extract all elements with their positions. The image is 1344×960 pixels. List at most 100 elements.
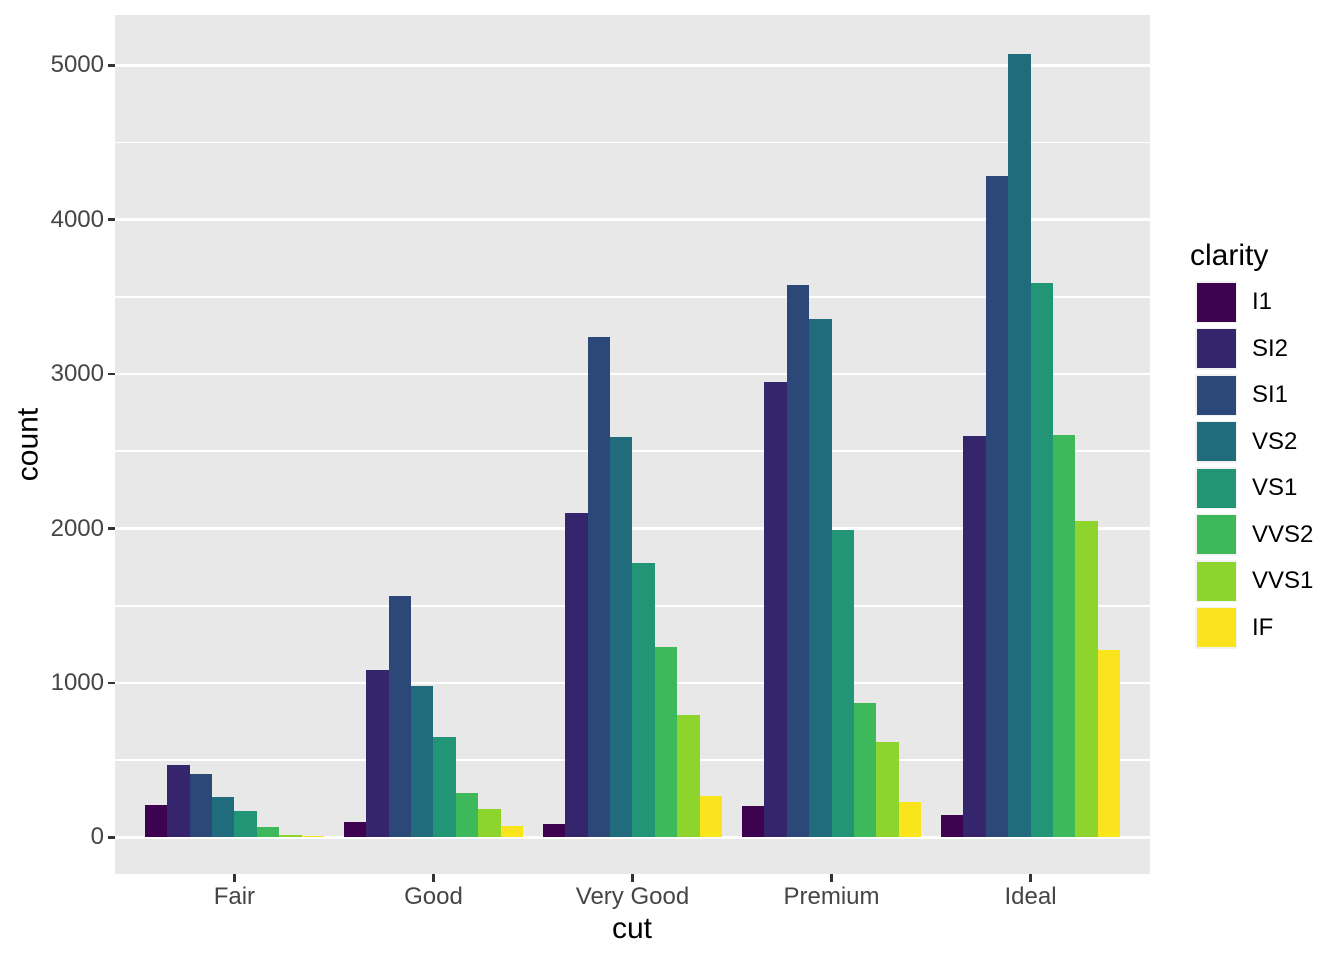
legend-key — [1195, 327, 1237, 370]
bar-ideal-vvs2 — [1052, 434, 1076, 838]
legend-label: SI1 — [1252, 381, 1289, 408]
bar-very-good-vs1 — [632, 563, 655, 838]
x-axis-title: cut — [611, 912, 653, 945]
y-tick-mark — [108, 218, 115, 222]
x-tick-label: Very Good — [575, 883, 690, 910]
bar-very-good-vvs1 — [677, 715, 700, 838]
legend-key — [1195, 513, 1237, 556]
bar-very-good-if — [699, 795, 723, 838]
gridline-major — [115, 527, 1150, 530]
legend-key — [1195, 560, 1237, 602]
legend: clarity I1 SI2 SI1 VS2 VS1 VVS2 VVS1 IF — [1190, 238, 1340, 653]
legend-key — [1195, 281, 1237, 323]
y-tick-label: 3000 — [50, 360, 104, 388]
legend-key — [1195, 374, 1237, 416]
legend-key — [1195, 467, 1237, 509]
x-tick-label: Good — [404, 883, 463, 910]
x-tick-mark — [1029, 874, 1032, 882]
legend-swatch-vvs2 — [1196, 515, 1236, 554]
legend-swatch-vvs1 — [1196, 561, 1236, 601]
bar-very-good-vvs2 — [654, 646, 678, 838]
gridline-minor — [115, 296, 1150, 298]
legend-item-if: IF — [1195, 606, 1340, 649]
bar-ideal-i1 — [941, 814, 964, 838]
legend-item-si1: SI1 — [1195, 374, 1340, 416]
x-tick-label: Premium — [783, 883, 880, 910]
legend-key — [1195, 606, 1237, 649]
bar-ideal-vvs1 — [1075, 521, 1098, 838]
bar-ideal-vs2 — [1008, 54, 1031, 838]
bar-ideal-if — [1097, 650, 1121, 838]
legend-label: VVS1 — [1252, 567, 1314, 594]
legend-item-vvs1: VVS1 — [1195, 560, 1340, 602]
gridline-major — [115, 835, 1150, 839]
bar-fair-si2 — [167, 765, 190, 838]
bar-premium-vs2 — [809, 318, 832, 838]
bar-good-i1 — [343, 822, 367, 838]
y-tick-label: 2000 — [50, 514, 104, 542]
legend-swatch-vs2 — [1196, 422, 1236, 461]
x-tick-label: Fair — [213, 883, 256, 910]
legend-swatch-si1 — [1196, 375, 1236, 415]
y-tick-mark — [108, 63, 115, 67]
y-tick-mark — [108, 681, 115, 685]
legend-label: VS1 — [1252, 474, 1298, 501]
y-tick-label: 4000 — [50, 205, 104, 233]
gridline-major — [115, 218, 1150, 222]
gridline-minor — [115, 450, 1150, 453]
gridline-minor — [115, 141, 1150, 144]
y-tick-mark — [108, 372, 115, 376]
y-axis-title: count — [11, 407, 45, 482]
legend-item-i1: I1 — [1195, 281, 1340, 323]
bar-very-good-si2 — [565, 513, 588, 838]
x-tick-label: Ideal — [1004, 883, 1057, 910]
legend-label: SI2 — [1252, 334, 1289, 362]
bar-premium-si1 — [786, 285, 810, 838]
x-tick-mark — [432, 874, 435, 882]
legend-item-vvs2: VVS2 — [1195, 513, 1340, 556]
y-tick-label: 1000 — [50, 668, 104, 696]
y-tick-mark — [108, 835, 115, 839]
y-tick-label: 0 — [90, 823, 104, 851]
bar-premium-vvs1 — [876, 742, 899, 838]
bar-fair-vs1 — [234, 811, 257, 838]
gridline-major — [115, 372, 1150, 376]
legend-swatch-vs1 — [1196, 468, 1236, 508]
legend-swatch-i1 — [1196, 282, 1236, 322]
bar-fair-i1 — [144, 804, 168, 838]
bar-premium-if — [898, 801, 922, 838]
bar-very-good-vs2 — [610, 437, 633, 838]
bar-good-vs2 — [411, 686, 434, 838]
legend-item-si2: SI2 — [1195, 327, 1340, 370]
bar-very-good-si1 — [587, 337, 611, 838]
bar-fair-vs2 — [212, 797, 235, 838]
y-tick-label: 5000 — [50, 51, 104, 79]
bar-premium-vvs2 — [853, 702, 877, 838]
bar-ideal-si2 — [963, 436, 986, 838]
legend-key — [1195, 420, 1237, 463]
bar-good-si1 — [388, 596, 412, 838]
bar-premium-si2 — [764, 381, 787, 838]
legend-title: clarity — [1190, 239, 1269, 272]
x-tick-mark — [830, 874, 833, 882]
legend-item-vs1: VS1 — [1195, 467, 1340, 509]
bar-fair-if — [301, 835, 324, 838]
plot-panel — [115, 15, 1150, 874]
bar-good-vvs2 — [455, 793, 479, 838]
x-tick-mark — [233, 874, 236, 882]
bar-fair-si1 — [189, 774, 212, 838]
legend-label: IF — [1252, 613, 1274, 641]
bar-premium-i1 — [741, 805, 765, 838]
gridline-major — [115, 63, 1150, 67]
bar-fair-vvs1 — [279, 834, 302, 838]
legend-swatch-si2 — [1196, 329, 1236, 368]
bar-ideal-si1 — [985, 176, 1009, 838]
bar-very-good-i1 — [542, 824, 566, 838]
bar-ideal-vs1 — [1030, 283, 1053, 838]
x-tick-mark — [631, 874, 634, 882]
bar-fair-vvs2 — [256, 826, 280, 838]
bar-good-if — [500, 826, 523, 838]
legend-label: VS2 — [1252, 427, 1298, 455]
bar-good-vs1 — [433, 737, 456, 838]
